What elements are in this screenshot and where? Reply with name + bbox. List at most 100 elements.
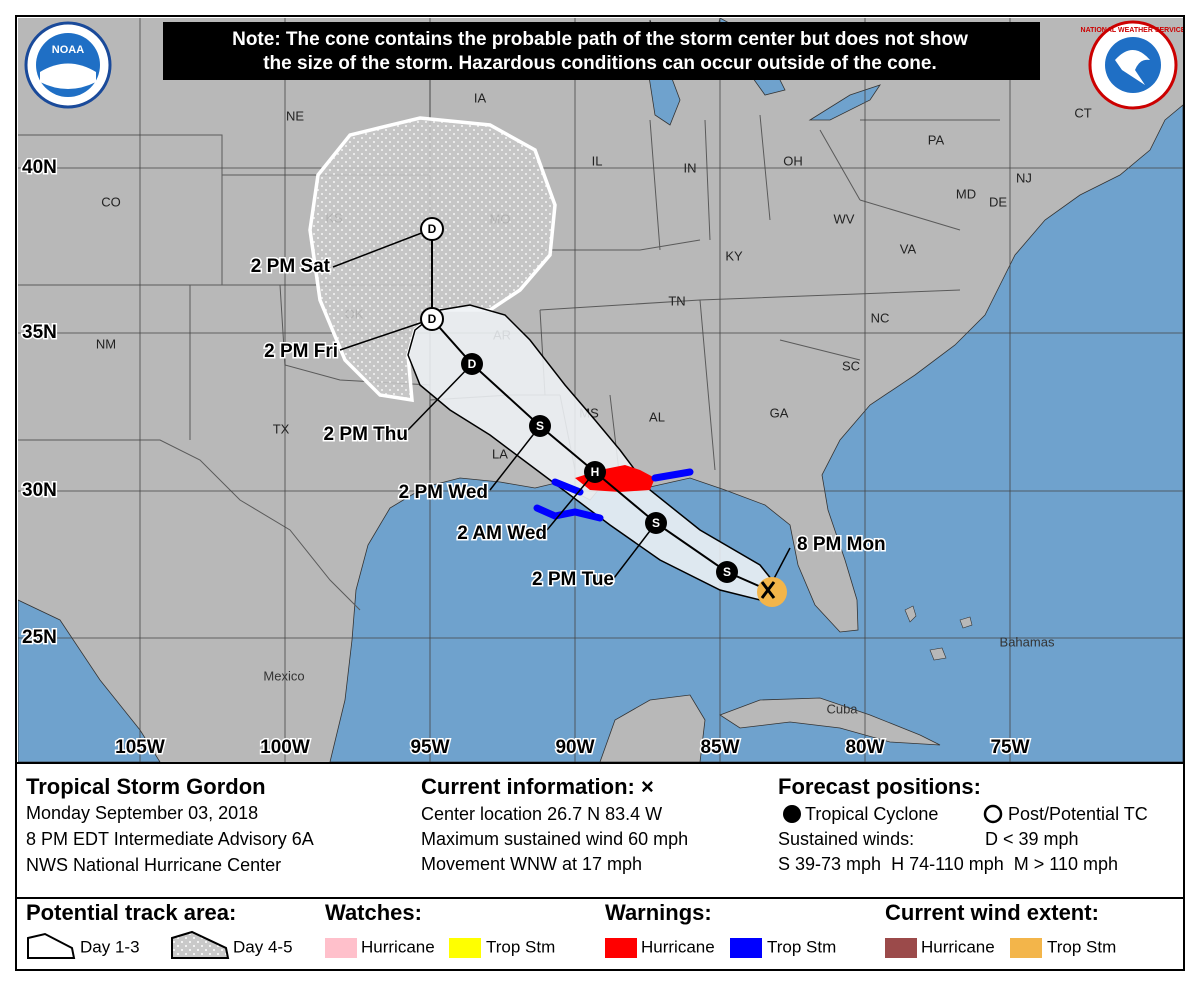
latitude-label: 40N [22, 157, 57, 178]
longitude-label: 90W [555, 737, 594, 758]
logo-text: NATIONAL WEATHER SERVICE [1081, 27, 1186, 34]
info-line: Movement WNW at 17 mph [421, 854, 642, 874]
place-label: NE [286, 108, 304, 123]
symbol-letter: D [428, 312, 437, 326]
legend-title: Watches: [325, 900, 422, 925]
time-label: 8 PM Mon [797, 534, 886, 555]
legend-swatch [730, 938, 762, 958]
info-line: Post/Potential TC [1008, 804, 1148, 824]
frame [15, 15, 1185, 971]
forecast-title: Forecast positions: [778, 774, 981, 799]
symbol-circle [584, 461, 606, 483]
legend-text: Hurricane [641, 937, 715, 956]
place-label: CT [1074, 105, 1091, 120]
place-label: SC [842, 358, 860, 373]
longitude-label: 75W [990, 737, 1029, 758]
place-label: Mexico [263, 668, 304, 683]
info-line: Center location 26.7 N 83.4 W [421, 804, 662, 824]
place-label: IA [474, 90, 487, 105]
legend-text: Trop Stm [767, 937, 836, 956]
symbol-circle [645, 512, 667, 534]
symbol-letter: S [652, 516, 660, 530]
leader-line [489, 425, 541, 491]
time-label: 2 PM Wed [399, 482, 488, 503]
wind-extent [757, 577, 787, 607]
legend-swatch [325, 938, 357, 958]
logo-cloud [1115, 50, 1150, 85]
latitude-label: 25N [22, 627, 57, 648]
symbol-circle [461, 353, 483, 375]
time-labels: 2 PM Sat 2 PM Fri 2 PM Thu 2 PM Wed 2 AM… [249, 255, 887, 592]
map: NEIAILINOHPACOKSMOKYWVVAOKARTNNCNMTXMSAL… [18, 18, 1186, 762]
legend-swatch [885, 938, 917, 958]
place-label: Bahamas [1000, 634, 1055, 649]
info-line: S 39-73 mph H 74-110 mph M > 110 mph [778, 854, 1118, 874]
place-label: LA [492, 446, 508, 461]
info-line: 8 PM EDT Intermediate Advisory 6A [26, 829, 314, 849]
place-label: DE [989, 194, 1007, 209]
leaders [332, 228, 791, 591]
legend: Potential track area: Day 1-3 Day 4-5 Wa… [26, 900, 1116, 959]
yucatan [599, 694, 706, 762]
leader-line [407, 363, 473, 431]
leader-line [339, 318, 433, 351]
leader-line [613, 522, 657, 579]
legend-swatch [449, 938, 481, 958]
info-panel: Tropical Storm Gordon Monday September 0… [26, 774, 1148, 875]
legend-text: Trop Stm [486, 937, 555, 956]
info-line: Sustained winds: [778, 829, 914, 849]
legend-dot [983, 804, 1003, 824]
legend-dot [783, 805, 801, 823]
current-title: Current information: × [421, 774, 654, 799]
leader-line [546, 471, 596, 531]
note-box [163, 22, 1040, 80]
place-label: GA [770, 405, 789, 420]
symbol-letter: S [536, 419, 544, 433]
cone-day-1-3 [407, 304, 782, 601]
note-line: the size of the storm. Hazardous conditi… [263, 53, 937, 74]
time-label: 2 PM Tue [532, 569, 614, 590]
info-line: NWS National Hurricane Center [26, 855, 281, 875]
place-label: NC [871, 310, 890, 325]
place-label: NJ [1016, 170, 1032, 185]
logo-text: NOAA [52, 44, 84, 56]
storm-name: Tropical Storm Gordon [26, 774, 266, 799]
current-marker [760, 581, 776, 599]
latitude-label: 30N [22, 480, 57, 501]
time-label: 2 PM Sat [251, 256, 331, 277]
place-label: KY [725, 248, 743, 263]
symbol-circle [420, 217, 444, 241]
logo-bird [40, 63, 96, 89]
ocean [329, 104, 1183, 762]
symbol-letter: S [723, 565, 731, 579]
info-line: Maximum sustained wind 60 mph [421, 829, 688, 849]
longitude-label: 80W [845, 737, 884, 758]
place-label: IL [592, 153, 603, 168]
place-label: WV [834, 211, 855, 226]
symbol-circle [716, 561, 738, 583]
longitude-label: 100W [260, 737, 310, 758]
legend-text: Day 1-3 [80, 937, 140, 956]
legend-title: Potential track area: [26, 900, 236, 925]
place-label: CO [101, 194, 121, 209]
note-line: Note: The cone contains the probable pat… [232, 29, 968, 50]
legend-text: Trop Stm [1047, 937, 1116, 956]
place-label: MD [956, 186, 976, 201]
legend-icon [27, 932, 76, 959]
latitude-label: 35N [22, 322, 57, 343]
time-label: 2 PM Thu [324, 424, 408, 445]
place-label: PA [928, 132, 945, 147]
place-label: NM [96, 336, 116, 351]
place-label: AL [649, 409, 665, 424]
legend-swatch [605, 938, 637, 958]
legend-icon [171, 930, 230, 959]
cuba [719, 697, 941, 746]
legend-swatch [1010, 938, 1042, 958]
info-line: D < 39 mph [985, 829, 1079, 849]
legend-title: Warnings: [605, 900, 712, 925]
place-label: Cuba [826, 701, 858, 716]
time-label: 2 AM Wed [457, 523, 547, 544]
info-line: Monday September 03, 2018 [26, 803, 258, 823]
